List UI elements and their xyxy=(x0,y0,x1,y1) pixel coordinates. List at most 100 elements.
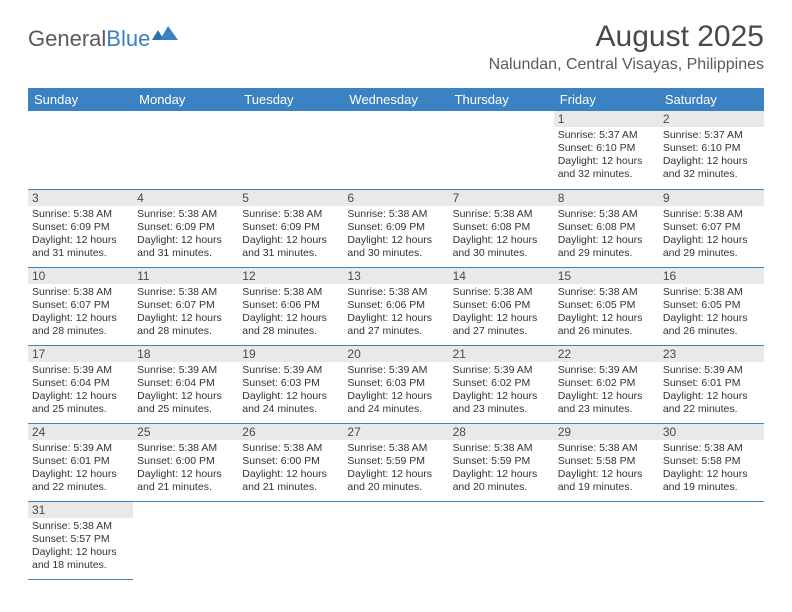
calendar-day-cell xyxy=(659,501,764,579)
day-number xyxy=(449,502,554,504)
day-details: Sunrise: 5:38 AMSunset: 6:05 PMDaylight:… xyxy=(554,284,659,343)
calendar-day-cell: 20Sunrise: 5:39 AMSunset: 6:03 PMDayligh… xyxy=(343,345,448,423)
calendar-day-cell xyxy=(238,111,343,189)
calendar-day-cell: 21Sunrise: 5:39 AMSunset: 6:02 PMDayligh… xyxy=(449,345,554,423)
calendar-day-cell: 7Sunrise: 5:38 AMSunset: 6:08 PMDaylight… xyxy=(449,189,554,267)
day-details: Sunrise: 5:39 AMSunset: 6:01 PMDaylight:… xyxy=(659,362,764,421)
day-details: Sunrise: 5:38 AMSunset: 6:09 PMDaylight:… xyxy=(343,206,448,265)
day-number: 20 xyxy=(343,346,448,362)
calendar-day-cell: 29Sunrise: 5:38 AMSunset: 5:58 PMDayligh… xyxy=(554,423,659,501)
calendar-day-cell xyxy=(343,111,448,189)
day-details: Sunrise: 5:39 AMSunset: 6:02 PMDaylight:… xyxy=(554,362,659,421)
logo: GeneralBlue xyxy=(28,26,178,52)
day-number xyxy=(238,111,343,113)
calendar-day-cell xyxy=(238,501,343,579)
day-number: 15 xyxy=(554,268,659,284)
day-details: Sunrise: 5:38 AMSunset: 6:09 PMDaylight:… xyxy=(133,206,238,265)
calendar-day-cell: 26Sunrise: 5:38 AMSunset: 6:00 PMDayligh… xyxy=(238,423,343,501)
day-number: 18 xyxy=(133,346,238,362)
day-number xyxy=(133,111,238,113)
calendar-week-row: 1Sunrise: 5:37 AMSunset: 6:10 PMDaylight… xyxy=(28,111,764,189)
calendar-page: GeneralBlue August 2025 Nalundan, Centra… xyxy=(0,0,792,600)
calendar-day-cell xyxy=(449,111,554,189)
day-number: 21 xyxy=(449,346,554,362)
day-details: Sunrise: 5:38 AMSunset: 6:07 PMDaylight:… xyxy=(659,206,764,265)
weekday-header: Friday xyxy=(554,88,659,111)
weekday-header-row: SundayMondayTuesdayWednesdayThursdayFrid… xyxy=(28,88,764,111)
calendar-day-cell: 12Sunrise: 5:38 AMSunset: 6:06 PMDayligh… xyxy=(238,267,343,345)
day-number: 31 xyxy=(28,502,133,518)
weekday-header: Sunday xyxy=(28,88,133,111)
calendar-day-cell: 18Sunrise: 5:39 AMSunset: 6:04 PMDayligh… xyxy=(133,345,238,423)
day-details: Sunrise: 5:38 AMSunset: 5:58 PMDaylight:… xyxy=(659,440,764,499)
day-number: 9 xyxy=(659,190,764,206)
weekday-header: Thursday xyxy=(449,88,554,111)
calendar-day-cell: 1Sunrise: 5:37 AMSunset: 6:10 PMDaylight… xyxy=(554,111,659,189)
day-number: 10 xyxy=(28,268,133,284)
day-number: 3 xyxy=(28,190,133,206)
day-details: Sunrise: 5:38 AMSunset: 6:06 PMDaylight:… xyxy=(449,284,554,343)
calendar-day-cell: 22Sunrise: 5:39 AMSunset: 6:02 PMDayligh… xyxy=(554,345,659,423)
calendar-day-cell: 6Sunrise: 5:38 AMSunset: 6:09 PMDaylight… xyxy=(343,189,448,267)
day-number xyxy=(238,502,343,504)
logo-text-1: General xyxy=(28,26,106,52)
day-details: Sunrise: 5:39 AMSunset: 6:03 PMDaylight:… xyxy=(238,362,343,421)
day-details: Sunrise: 5:38 AMSunset: 6:09 PMDaylight:… xyxy=(28,206,133,265)
calendar-day-cell: 14Sunrise: 5:38 AMSunset: 6:06 PMDayligh… xyxy=(449,267,554,345)
day-number: 24 xyxy=(28,424,133,440)
month-title: August 2025 xyxy=(489,20,764,54)
calendar-week-row: 24Sunrise: 5:39 AMSunset: 6:01 PMDayligh… xyxy=(28,423,764,501)
day-details: Sunrise: 5:38 AMSunset: 6:00 PMDaylight:… xyxy=(238,440,343,499)
day-number: 2 xyxy=(659,111,764,127)
calendar-day-cell: 11Sunrise: 5:38 AMSunset: 6:07 PMDayligh… xyxy=(133,267,238,345)
calendar-day-cell: 9Sunrise: 5:38 AMSunset: 6:07 PMDaylight… xyxy=(659,189,764,267)
calendar-day-cell: 31Sunrise: 5:38 AMSunset: 5:57 PMDayligh… xyxy=(28,501,133,579)
day-details: Sunrise: 5:38 AMSunset: 6:06 PMDaylight:… xyxy=(343,284,448,343)
calendar-head: SundayMondayTuesdayWednesdayThursdayFrid… xyxy=(28,88,764,111)
day-number: 6 xyxy=(343,190,448,206)
weekday-header: Saturday xyxy=(659,88,764,111)
day-details: Sunrise: 5:39 AMSunset: 6:02 PMDaylight:… xyxy=(449,362,554,421)
day-number: 4 xyxy=(133,190,238,206)
day-details: Sunrise: 5:37 AMSunset: 6:10 PMDaylight:… xyxy=(554,127,659,186)
day-details: Sunrise: 5:38 AMSunset: 6:09 PMDaylight:… xyxy=(238,206,343,265)
day-details: Sunrise: 5:38 AMSunset: 5:59 PMDaylight:… xyxy=(343,440,448,499)
calendar-day-cell: 24Sunrise: 5:39 AMSunset: 6:01 PMDayligh… xyxy=(28,423,133,501)
calendar-day-cell xyxy=(449,501,554,579)
day-number: 19 xyxy=(238,346,343,362)
calendar-day-cell: 30Sunrise: 5:38 AMSunset: 5:58 PMDayligh… xyxy=(659,423,764,501)
day-details: Sunrise: 5:38 AMSunset: 6:08 PMDaylight:… xyxy=(449,206,554,265)
calendar-day-cell: 2Sunrise: 5:37 AMSunset: 6:10 PMDaylight… xyxy=(659,111,764,189)
calendar-day-cell: 17Sunrise: 5:39 AMSunset: 6:04 PMDayligh… xyxy=(28,345,133,423)
calendar-day-cell: 27Sunrise: 5:38 AMSunset: 5:59 PMDayligh… xyxy=(343,423,448,501)
calendar-day-cell: 25Sunrise: 5:38 AMSunset: 6:00 PMDayligh… xyxy=(133,423,238,501)
day-details: Sunrise: 5:38 AMSunset: 5:59 PMDaylight:… xyxy=(449,440,554,499)
day-details: Sunrise: 5:38 AMSunset: 6:08 PMDaylight:… xyxy=(554,206,659,265)
calendar-day-cell: 28Sunrise: 5:38 AMSunset: 5:59 PMDayligh… xyxy=(449,423,554,501)
calendar-day-cell: 10Sunrise: 5:38 AMSunset: 6:07 PMDayligh… xyxy=(28,267,133,345)
day-details: Sunrise: 5:38 AMSunset: 6:00 PMDaylight:… xyxy=(133,440,238,499)
day-number xyxy=(554,502,659,504)
day-number: 27 xyxy=(343,424,448,440)
calendar-table: SundayMondayTuesdayWednesdayThursdayFrid… xyxy=(28,88,764,580)
day-number: 12 xyxy=(238,268,343,284)
day-number: 5 xyxy=(238,190,343,206)
day-details: Sunrise: 5:38 AMSunset: 6:07 PMDaylight:… xyxy=(133,284,238,343)
calendar-day-cell xyxy=(343,501,448,579)
calendar-day-cell xyxy=(133,501,238,579)
calendar-day-cell: 16Sunrise: 5:38 AMSunset: 6:05 PMDayligh… xyxy=(659,267,764,345)
day-number: 11 xyxy=(133,268,238,284)
weekday-header: Tuesday xyxy=(238,88,343,111)
calendar-day-cell: 19Sunrise: 5:39 AMSunset: 6:03 PMDayligh… xyxy=(238,345,343,423)
day-number: 23 xyxy=(659,346,764,362)
day-details: Sunrise: 5:38 AMSunset: 6:06 PMDaylight:… xyxy=(238,284,343,343)
location-subtitle: Nalundan, Central Visayas, Philippines xyxy=(489,56,764,74)
calendar-day-cell xyxy=(28,111,133,189)
day-details: Sunrise: 5:37 AMSunset: 6:10 PMDaylight:… xyxy=(659,127,764,186)
logo-flag-icon xyxy=(152,26,178,44)
day-number: 28 xyxy=(449,424,554,440)
day-number: 8 xyxy=(554,190,659,206)
day-number: 17 xyxy=(28,346,133,362)
calendar-day-cell: 15Sunrise: 5:38 AMSunset: 6:05 PMDayligh… xyxy=(554,267,659,345)
calendar-day-cell: 5Sunrise: 5:38 AMSunset: 6:09 PMDaylight… xyxy=(238,189,343,267)
